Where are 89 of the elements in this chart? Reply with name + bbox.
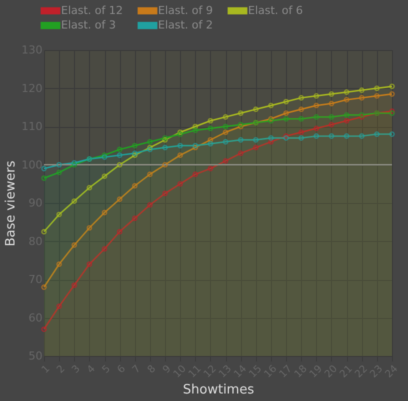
point — [268, 139, 274, 145]
point — [344, 133, 350, 139]
point — [253, 137, 259, 143]
point — [358, 95, 365, 101]
point — [192, 172, 198, 178]
point — [344, 89, 350, 95]
point — [192, 124, 198, 130]
point — [102, 246, 108, 252]
point — [147, 202, 153, 208]
point — [238, 150, 244, 156]
point — [177, 152, 183, 158]
x-axis-title: Showtimes — [182, 382, 254, 398]
point — [268, 135, 274, 141]
point — [102, 210, 108, 216]
point — [116, 162, 122, 168]
point — [314, 133, 320, 139]
point — [208, 137, 214, 143]
point — [116, 196, 122, 202]
point — [86, 184, 92, 190]
point — [71, 242, 78, 248]
point — [328, 133, 334, 139]
point — [238, 137, 244, 143]
point — [298, 116, 304, 122]
legend-label: Elast. of 2 — [158, 18, 213, 32]
point — [71, 198, 78, 204]
point — [222, 158, 228, 164]
point — [222, 124, 228, 130]
point — [253, 106, 259, 112]
point — [374, 93, 380, 99]
point — [222, 139, 228, 145]
point — [132, 183, 138, 189]
point — [328, 122, 334, 128]
point — [238, 110, 244, 116]
point — [56, 170, 62, 176]
point — [208, 140, 214, 146]
point — [344, 112, 350, 118]
point — [208, 126, 214, 132]
point — [56, 212, 62, 218]
point — [328, 91, 334, 97]
point — [116, 228, 122, 234]
point — [314, 126, 320, 132]
point — [328, 100, 334, 106]
legend-label: Elast. of 12 — [61, 4, 123, 17]
point — [298, 135, 304, 141]
point — [314, 114, 320, 120]
point — [147, 172, 153, 178]
legend-label: Elast. of 9 — [158, 4, 213, 17]
point — [208, 166, 214, 172]
point — [56, 261, 62, 267]
point — [177, 142, 183, 148]
point — [162, 190, 168, 196]
point — [162, 144, 168, 150]
point — [147, 139, 153, 145]
point — [86, 225, 92, 231]
point — [192, 128, 198, 134]
point — [162, 162, 168, 168]
point — [344, 96, 350, 102]
point — [56, 304, 62, 310]
point — [208, 118, 214, 124]
point — [283, 116, 289, 122]
point — [253, 144, 259, 150]
point — [71, 282, 78, 288]
point — [374, 85, 380, 92]
point — [344, 118, 350, 124]
point — [314, 93, 320, 99]
point — [298, 129, 304, 136]
point — [298, 95, 304, 101]
point — [132, 216, 138, 222]
point — [268, 102, 274, 108]
point — [298, 106, 304, 112]
point — [222, 129, 228, 136]
point — [132, 142, 138, 148]
point — [116, 146, 122, 152]
point — [374, 131, 380, 137]
point — [86, 261, 92, 267]
point — [283, 110, 289, 116]
point — [102, 173, 108, 179]
legend-label: Elast. of 3 — [61, 18, 116, 32]
legend-label: Elast. of 6 — [248, 4, 303, 17]
point — [283, 98, 289, 104]
point — [328, 114, 334, 120]
point — [222, 114, 228, 120]
y-axis-title: Base viewers — [4, 160, 19, 246]
point — [116, 152, 122, 158]
point — [177, 181, 183, 187]
point — [314, 102, 320, 108]
point — [358, 133, 365, 139]
point — [56, 162, 62, 168]
point — [358, 87, 365, 93]
